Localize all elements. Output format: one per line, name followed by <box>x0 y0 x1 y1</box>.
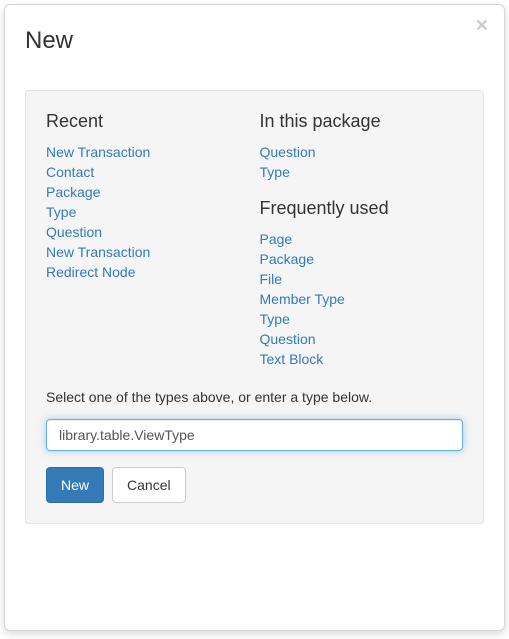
frequent-item[interactable]: Text Block <box>260 351 324 367</box>
recent-heading: Recent <box>46 111 250 132</box>
frequent-item[interactable]: Member Type <box>260 291 345 307</box>
in-package-list: Question Type <box>260 144 464 180</box>
recent-list: New Transaction Contact Package Type Que… <box>46 144 250 280</box>
dialog-header: New <box>5 5 504 65</box>
recent-item[interactable]: Redirect Node <box>46 264 136 280</box>
recent-item[interactable]: New Transaction <box>46 244 150 260</box>
type-input[interactable] <box>46 419 463 451</box>
content-panel: Recent New Transaction Contact Package T… <box>25 90 484 524</box>
recent-item[interactable]: New Transaction <box>46 144 150 160</box>
frequent-item[interactable]: Page <box>260 231 293 247</box>
frequent-heading: Frequently used <box>260 198 464 219</box>
close-icon[interactable]: × <box>476 15 488 36</box>
recent-item[interactable]: Package <box>46 184 100 200</box>
frequent-item[interactable]: Package <box>260 251 314 267</box>
new-dialog: × New Recent New Transaction Contact Pac… <box>4 4 505 631</box>
frequent-item[interactable]: Type <box>260 311 290 327</box>
in-package-item[interactable]: Question <box>260 144 316 160</box>
frequent-item[interactable]: Question <box>260 331 316 347</box>
in-package-heading: In this package <box>260 111 464 132</box>
instruction-text: Select one of the types above, or enter … <box>46 389 463 405</box>
new-button[interactable]: New <box>46 467 104 503</box>
button-row: New Cancel <box>46 467 463 503</box>
recent-item[interactable]: Question <box>46 224 102 240</box>
dialog-title: New <box>25 27 484 55</box>
recent-item[interactable]: Contact <box>46 164 94 180</box>
column-right: In this package Question Type Frequently… <box>260 111 464 371</box>
frequent-list: Page Package File Member Type Type Quest… <box>260 231 464 367</box>
frequent-item[interactable]: File <box>260 271 283 287</box>
columns: Recent New Transaction Contact Package T… <box>46 111 463 371</box>
cancel-button[interactable]: Cancel <box>112 467 186 503</box>
recent-item[interactable]: Type <box>46 204 76 220</box>
column-left: Recent New Transaction Contact Package T… <box>46 111 250 371</box>
in-package-item[interactable]: Type <box>260 164 290 180</box>
